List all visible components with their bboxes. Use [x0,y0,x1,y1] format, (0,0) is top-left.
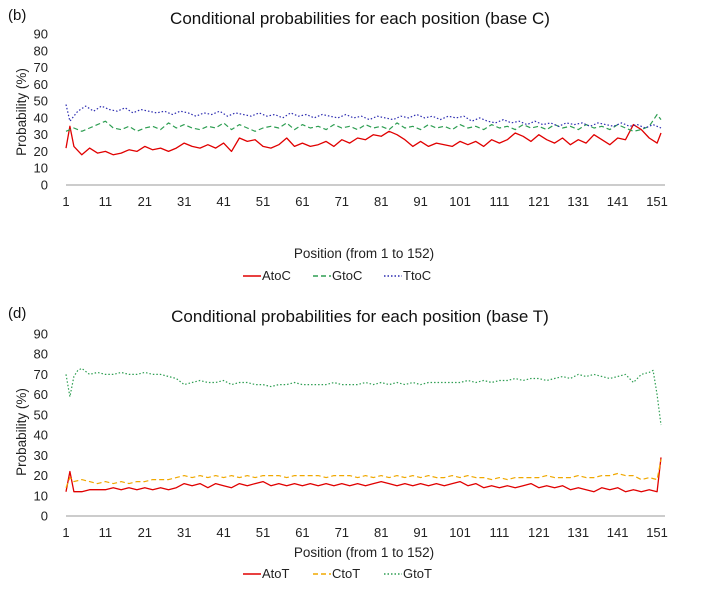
x-tick-label: 31 [177,194,191,209]
y-tick-label: 70 [34,60,48,75]
y-tick-label: 10 [34,161,48,176]
x-tick-label: 1 [62,525,69,540]
chart-title: Conditional probabilities for each posit… [171,307,549,326]
x-tick-label: 41 [216,194,230,209]
x-tick-label: 11 [99,525,113,540]
x-tick-label: 91 [413,525,427,540]
x-axis-label: Position (from 1 to 152) [294,545,434,560]
y-tick-label: 20 [34,468,48,483]
x-tick-label: 151 [646,525,668,540]
x-tick-label: 101 [449,194,471,209]
x-tick-label: 11 [99,194,113,209]
series-lines [65,367,662,493]
y-tick-labels: 0 10 20 30 40 50 60 70 80 90 [34,327,48,524]
x-tick-label: 101 [449,525,471,540]
legend-label: GtoC [332,268,362,283]
chart-title: Conditional probabilities for each posit… [170,9,550,28]
x-tick-label: 141 [607,525,629,540]
x-tick-label: 151 [646,194,668,209]
y-axis-label: Probability (%) [14,388,29,476]
y-tick-label: 80 [34,43,48,58]
x-tick-label: 121 [528,525,550,540]
y-tick-label: 30 [34,448,48,463]
y-tick-label: 50 [34,94,48,109]
x-tick-label: 51 [256,525,270,540]
x-tick-label: 71 [335,194,349,209]
legend-label: CtoT [332,566,360,581]
y-tick-label: 10 [34,488,48,503]
y-tick-label: 60 [34,387,48,402]
x-tick-label: 81 [374,194,388,209]
x-axis-label: Position (from 1 to 152) [294,246,434,261]
x-tick-labels: 1 11 21 31 41 51 61 71 81 91 101 111 121 131 141 151 [62,194,668,209]
series-line-gtoc [65,113,662,132]
y-tick-label: 0 [41,509,48,524]
panel-label: (d) [8,305,26,322]
x-tick-label: 111 [490,194,510,209]
y-tick-label: 20 [34,144,48,159]
y-tick-label: 30 [34,127,48,142]
x-tick-label: 41 [216,525,230,540]
x-tick-label: 131 [567,525,589,540]
x-tick-label: 51 [256,194,270,209]
x-tick-label: 31 [177,525,191,540]
x-tick-label: 91 [413,194,427,209]
x-tick-labels: 1 11 21 31 41 51 61 71 81 91 101 111 121 131 141 151 [62,525,668,540]
chart-panel-base-c: (b) Conditional probabilities for each p… [8,7,668,283]
y-axis-label: Probability (%) [14,68,29,156]
series-line-atoc [65,123,662,156]
y-tick-label: 0 [41,178,48,193]
chart-panel-base-t: (d) Conditional probabilities for each p… [8,305,668,581]
series-line-ttoc [65,104,662,129]
y-tick-label: 40 [34,428,48,443]
y-tick-label: 80 [34,347,48,362]
legend-label: GtoT [403,566,432,581]
legend: AtoC GtoC TtoC [243,268,431,283]
series-lines [65,104,662,156]
panel-label: (b) [8,7,26,24]
series-line-gtot [65,367,662,426]
x-tick-label: 61 [295,194,309,209]
y-tick-label: 60 [34,77,48,92]
y-tick-label: 90 [34,327,48,342]
legend-label: TtoC [403,268,431,283]
y-tick-label: 40 [34,110,48,125]
x-tick-label: 21 [138,525,152,540]
x-tick-label: 1 [62,194,69,209]
x-tick-label: 71 [335,525,349,540]
x-tick-label: 121 [528,194,550,209]
y-tick-label: 90 [34,27,48,42]
series-line-ctot [65,459,662,488]
x-tick-label: 131 [567,194,589,209]
legend: AtoT CtoT GtoT [243,566,432,581]
x-tick-label: 111 [490,525,510,540]
x-tick-label: 81 [374,525,388,540]
legend-label: AtoC [262,268,291,283]
y-tick-label: 50 [34,407,48,422]
x-tick-label: 141 [607,194,629,209]
series-line-atot [65,457,662,493]
x-tick-label: 61 [295,525,309,540]
y-tick-label: 70 [34,367,48,382]
x-tick-label: 21 [138,194,152,209]
legend-label: AtoT [262,566,290,581]
